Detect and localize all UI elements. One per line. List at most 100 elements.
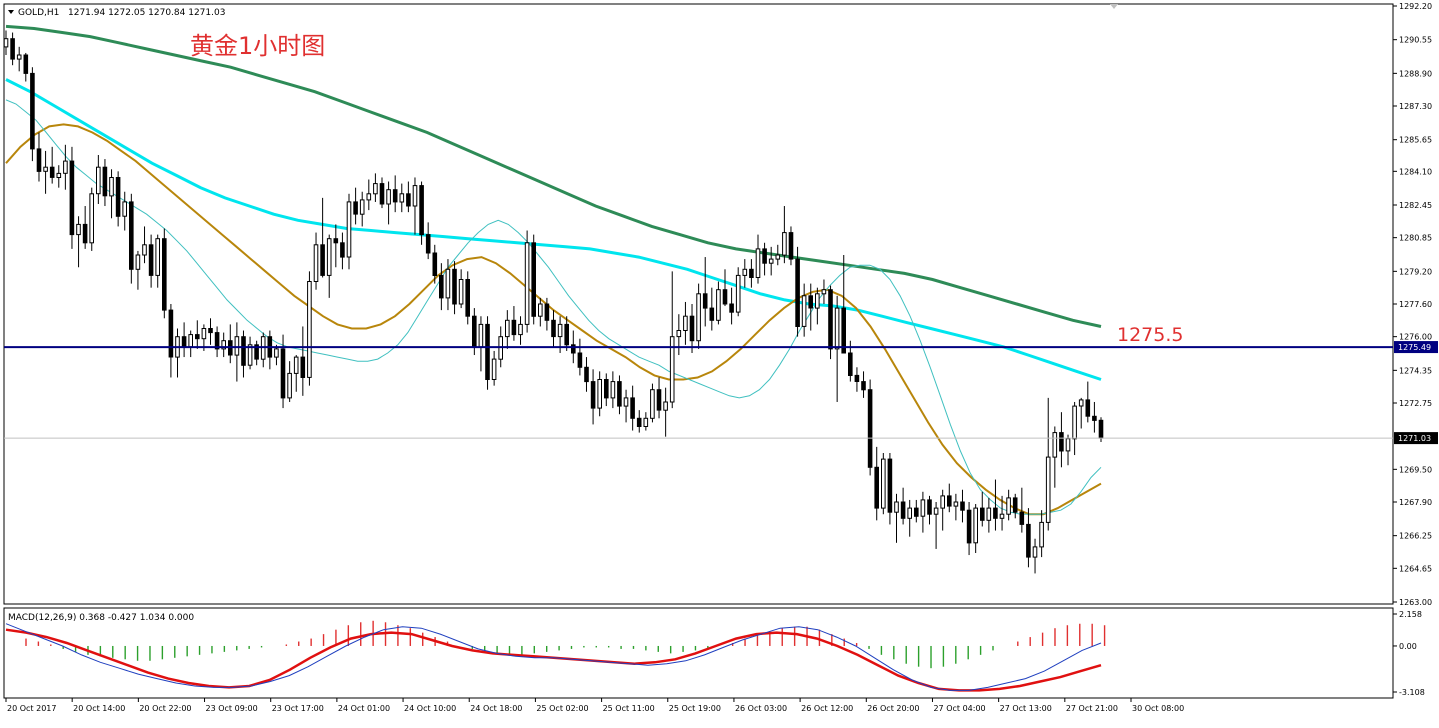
candle-body (445, 268, 451, 299)
candle-body (636, 417, 642, 427)
candle-body (716, 289, 721, 321)
candle-body (953, 501, 959, 507)
candle-body (293, 356, 299, 374)
time-tick-label: 26 Oct 03:00 (735, 704, 787, 713)
candle-body (623, 397, 629, 407)
candle-body (234, 336, 240, 356)
candle-body (960, 501, 965, 511)
candle-body (762, 248, 767, 264)
candle-body (102, 166, 108, 197)
candle-body (109, 177, 114, 197)
candle-body (274, 348, 279, 358)
candle-body (1039, 521, 1044, 548)
candle-body (557, 323, 563, 338)
candle-body (129, 201, 134, 270)
candle-body (82, 223, 88, 244)
candle-body (544, 303, 550, 321)
price-tick-label: 1266.25 (1399, 532, 1432, 541)
price-tick-label: 1290.55 (1399, 36, 1432, 45)
candle-body (340, 242, 345, 258)
candle-body (656, 389, 662, 411)
candle-body (1065, 438, 1071, 452)
candle-body (1012, 497, 1018, 513)
candle-body (373, 183, 378, 195)
time-tick-label: 24 Oct 01:00 (338, 704, 390, 713)
horizontal-line-label: 1275.5 (1117, 324, 1183, 346)
candle-body (115, 177, 121, 217)
time-tick-label: 25 Oct 11:00 (603, 704, 655, 713)
candles-layer (3, 30, 1104, 574)
price-tick-label: 1272.75 (1399, 399, 1432, 408)
candle-body (346, 201, 352, 258)
candle-body (458, 279, 464, 305)
candle-body (247, 344, 253, 366)
candle-body (663, 401, 668, 411)
candle-body (96, 166, 101, 195)
candle-body (313, 244, 319, 283)
macd-tick-label: -3.108 (1399, 688, 1425, 697)
chart-title: 黄金1小时图 (190, 32, 325, 60)
time-tick-label: 23 Oct 17:00 (272, 704, 324, 713)
candle-body (43, 166, 48, 172)
time-tick-label: 27 Oct 21:00 (1066, 704, 1118, 713)
candle-body (518, 323, 523, 336)
candle-body (808, 295, 814, 309)
time-tick-label: 20 Oct 14:00 (73, 704, 125, 713)
candle-body (947, 495, 952, 507)
candle-body (63, 160, 68, 174)
candle-body (181, 336, 187, 348)
candle-body (359, 199, 365, 215)
candle-body (735, 274, 741, 313)
candle-body (379, 183, 385, 205)
candle-body (980, 507, 985, 521)
candle-body (36, 148, 42, 172)
candle-body (551, 319, 556, 338)
candle-body (841, 307, 847, 354)
candle-body (768, 258, 774, 264)
candle-body (742, 268, 748, 276)
candle-body (1072, 405, 1077, 440)
candle-body (650, 389, 655, 419)
chart-shift-marker-icon[interactable] (1110, 4, 1118, 9)
candle-body (729, 303, 734, 313)
candle-body (920, 499, 926, 517)
candle-body (333, 238, 339, 244)
candle-body (683, 315, 688, 332)
candle-body (1045, 456, 1051, 523)
time-tick-label: 26 Oct 20:00 (867, 704, 919, 713)
candle-body (280, 348, 286, 399)
price-tick-label: 1276.00 (1399, 333, 1432, 342)
candle-body (439, 274, 444, 299)
candle-body (162, 238, 167, 311)
candle-body (505, 319, 510, 338)
candle-body (1078, 399, 1084, 407)
candle-body (782, 232, 787, 256)
candle-body (168, 309, 174, 358)
time-tick-label: 24 Oct 10:00 (404, 704, 456, 713)
candle-body (10, 38, 15, 60)
macd-panel-frame (3, 607, 1394, 699)
current-price-tag (1394, 432, 1438, 445)
candle-body (986, 507, 992, 521)
candle-body (221, 340, 226, 350)
candle-body (399, 193, 405, 203)
price-tick-label: 1288.90 (1399, 69, 1432, 78)
candle-body (485, 323, 490, 380)
candle-body (927, 499, 932, 515)
macd-tick-label: 0.00 (1399, 642, 1417, 651)
candle-body (201, 328, 207, 340)
candle-body (993, 507, 998, 519)
candle-body (538, 303, 543, 317)
candle-body (155, 238, 160, 276)
candle-body (195, 334, 200, 340)
candle-body (590, 381, 596, 409)
candle-body (1026, 523, 1031, 558)
ohlc-header: 1271.94 1272.05 1270.84 1271.03 (68, 8, 225, 18)
candle-body (287, 372, 292, 399)
candle-body (689, 315, 695, 342)
symbol-menu-arrow-icon[interactable] (8, 10, 14, 14)
price-tick-label: 1292.20 (1399, 2, 1432, 11)
candle-body (148, 244, 154, 276)
candle-body (135, 254, 141, 270)
